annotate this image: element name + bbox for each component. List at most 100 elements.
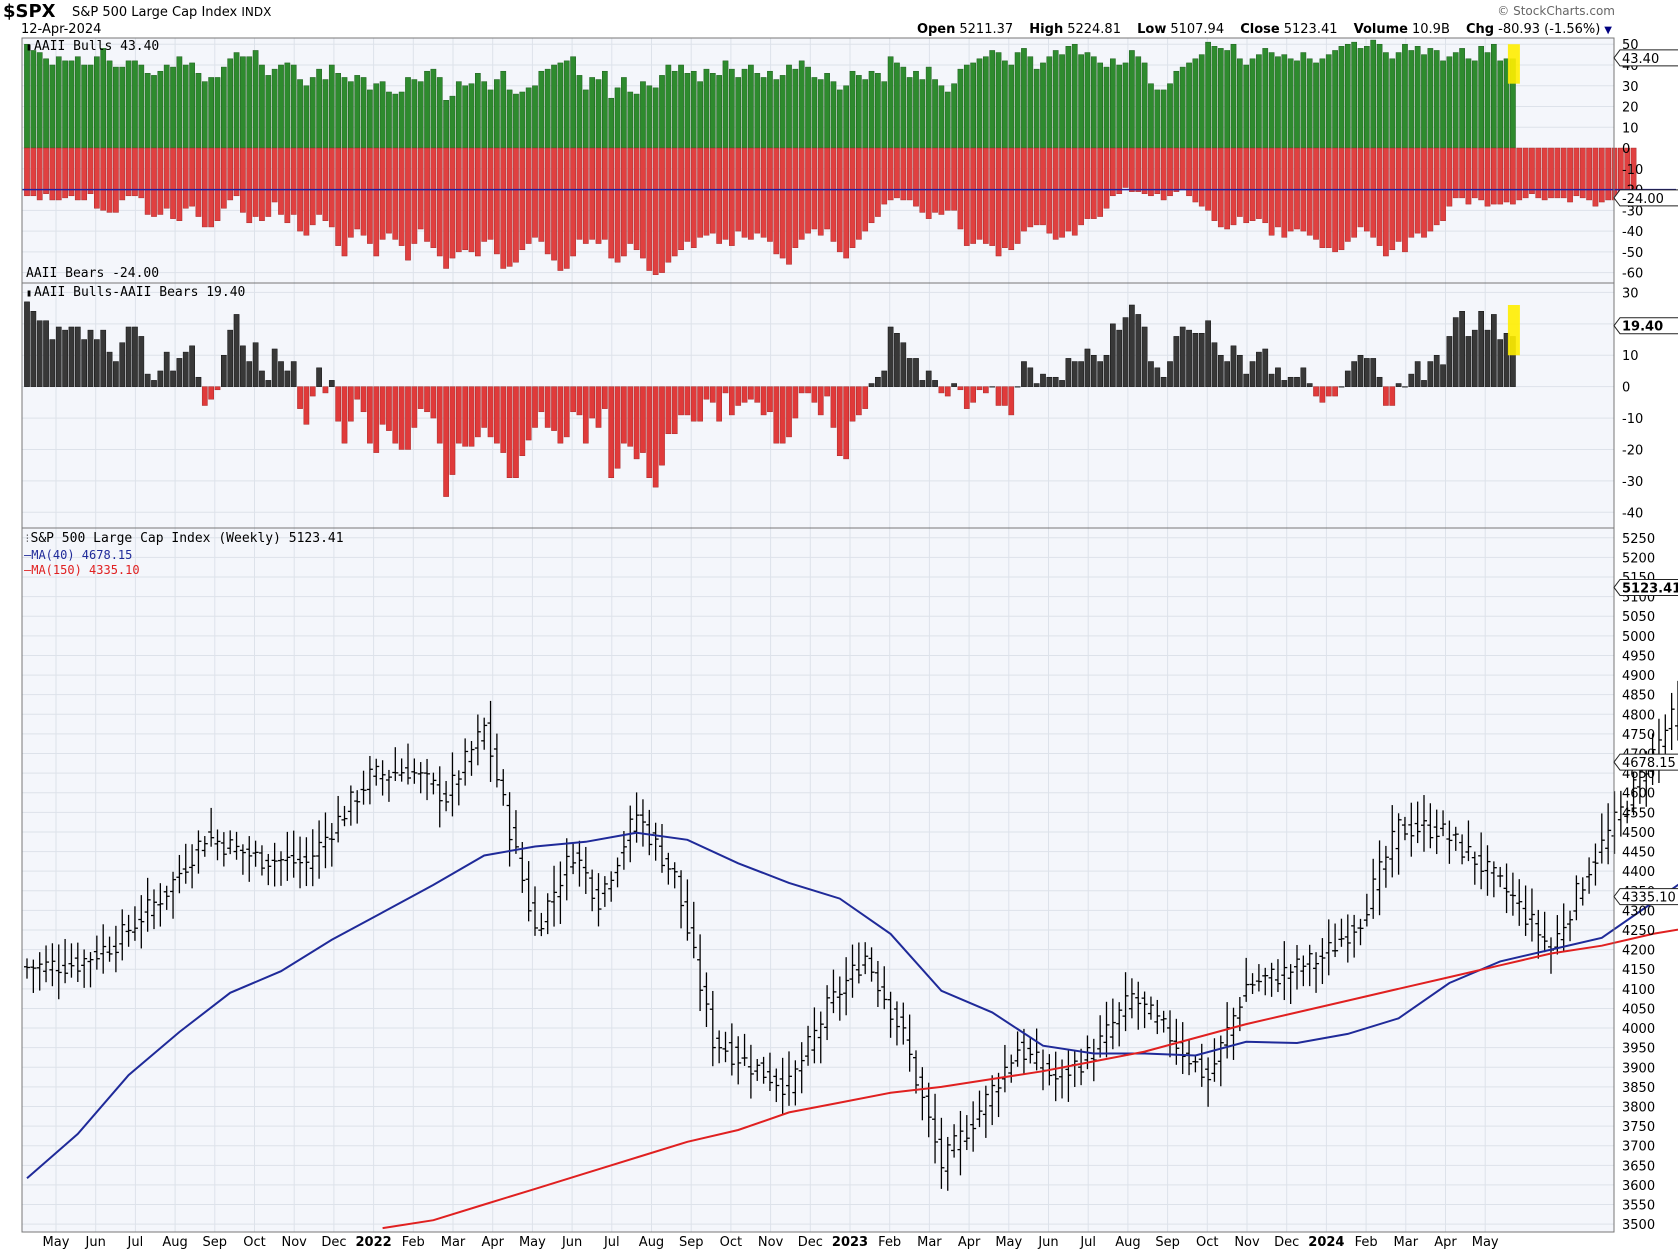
y-tick-label: -30: [1622, 475, 1643, 490]
y-tick-label: -20: [1622, 443, 1643, 458]
bulls-bar: [132, 60, 138, 149]
open-label: Open: [916, 22, 956, 37]
y-tick-label: 5000: [1622, 630, 1655, 645]
y-tick-label: 0: [1622, 381, 1630, 396]
bulls-bar: [1300, 52, 1307, 149]
ohlc-bar: [328, 823, 335, 867]
bears-bar: [532, 147, 538, 238]
ohlc-bar: [608, 871, 615, 902]
spread-bar: [506, 386, 513, 478]
bulls-bar: [900, 66, 907, 149]
ohlc-readout: Open 5211.37 High 5224.81 Low 5107.94 Close…: [905, 22, 1612, 37]
ohlc-bar: [1052, 1051, 1059, 1102]
spread-bar: [963, 386, 970, 409]
bears-bar: [1002, 147, 1008, 248]
x-tick-label: Apr: [481, 1235, 504, 1249]
spread-bar: [1491, 314, 1497, 387]
bulls-panel-label: ▮ AAII Bulls 43.40: [26, 39, 160, 54]
ohlc-bar: [366, 755, 373, 805]
spread-bar: [1300, 367, 1307, 387]
bears-bar: [1497, 147, 1504, 205]
y-tick-label: 4050: [1622, 1002, 1655, 1017]
ohlc-bar: [106, 936, 113, 962]
spread-bar: [500, 386, 507, 453]
ohlc-bar: [678, 870, 685, 929]
bears-bar: [697, 147, 703, 238]
bears-bar: [1090, 147, 1097, 219]
spread-bar: [487, 386, 494, 438]
spread-bar: [919, 380, 926, 387]
bulls-bar: [1491, 43, 1497, 149]
bulls-bar: [1402, 43, 1408, 149]
x-tick-label: Dec: [798, 1235, 823, 1249]
bears-bar: [754, 147, 761, 234]
bears-bar: [1351, 147, 1358, 238]
bulls-value-tag: 43.40: [1613, 49, 1678, 67]
ohlc-bar: [773, 1068, 780, 1103]
spread-bar: [1268, 373, 1275, 387]
bulls-bar: [1230, 43, 1237, 149]
ohlc-bar: [1116, 1002, 1123, 1047]
spread-bar: [335, 386, 341, 422]
spread-bar: [862, 386, 869, 409]
bears-bar: [360, 147, 367, 236]
bears-bar: [538, 147, 545, 242]
bears-bar: [221, 147, 227, 209]
ohlc-bar: [671, 862, 678, 889]
bears-bar: [1237, 147, 1243, 217]
bears-bar: [1319, 147, 1326, 248]
spread-bar: [1357, 354, 1364, 387]
bar-chart-icon: ▮: [26, 288, 33, 299]
ohlc-bar: [284, 831, 291, 881]
y-tick-label: -50: [1622, 246, 1643, 261]
ma150-legend: —MA(150) 4335.10: [24, 563, 140, 577]
spread-bar: [494, 386, 500, 444]
bulls-bar: [475, 73, 481, 149]
bears-bar: [1071, 147, 1078, 236]
y-tick-label: 4900: [1622, 669, 1655, 684]
bears-bar: [1027, 147, 1034, 228]
bears-bar: [513, 147, 519, 263]
spread-bar: [1154, 367, 1161, 387]
bears-bar: [1402, 147, 1408, 253]
bears-bar: [944, 147, 951, 211]
bears-bar: [957, 147, 964, 230]
ohlc-bar: [1370, 858, 1377, 919]
dropdown-arrow-icon[interactable]: ▼: [1604, 25, 1612, 36]
y-tick-label: -60: [1622, 267, 1643, 282]
bulls-bar: [233, 52, 240, 149]
x-tick-label: Oct: [720, 1235, 742, 1249]
bears-bar: [1192, 147, 1199, 203]
bulls-bar: [1433, 50, 1440, 149]
bulls-bar: [843, 85, 849, 149]
spread-bar: [157, 370, 164, 387]
ohlc-bar: [252, 840, 259, 867]
bulls-bar: [684, 73, 691, 149]
bears-bar: [1484, 147, 1491, 207]
y-tick-label: 4850: [1622, 689, 1655, 704]
bulls-bar: [1173, 70, 1180, 149]
bears-bar: [1084, 147, 1091, 219]
bulls-bar: [1116, 64, 1123, 149]
bulls-bar: [297, 79, 303, 149]
bears-bar: [119, 147, 126, 201]
ohlc-bar: [278, 851, 284, 886]
bulls-bar: [1497, 60, 1504, 149]
bulls-bar: [240, 56, 246, 149]
spread-bar: [1262, 348, 1269, 387]
bears-bar: [487, 147, 494, 240]
spread-value-tag: 19.40: [1613, 317, 1678, 335]
spread-bar: [760, 386, 767, 416]
spread-bar: [938, 386, 945, 394]
bears-bar: [1313, 147, 1319, 240]
bears-bar: [817, 147, 824, 236]
ohlc-bar: [538, 912, 545, 937]
bears-bar: [1154, 147, 1161, 194]
ohlc-bar: [1528, 888, 1535, 942]
ma40-value-tag: 4678.15: [1613, 753, 1678, 771]
spread-bar: [1141, 326, 1148, 387]
bulls-bar: [100, 48, 107, 149]
bulls-bar: [1478, 46, 1485, 149]
bulls-bar: [748, 64, 754, 149]
ohlc-bar: [512, 810, 519, 854]
